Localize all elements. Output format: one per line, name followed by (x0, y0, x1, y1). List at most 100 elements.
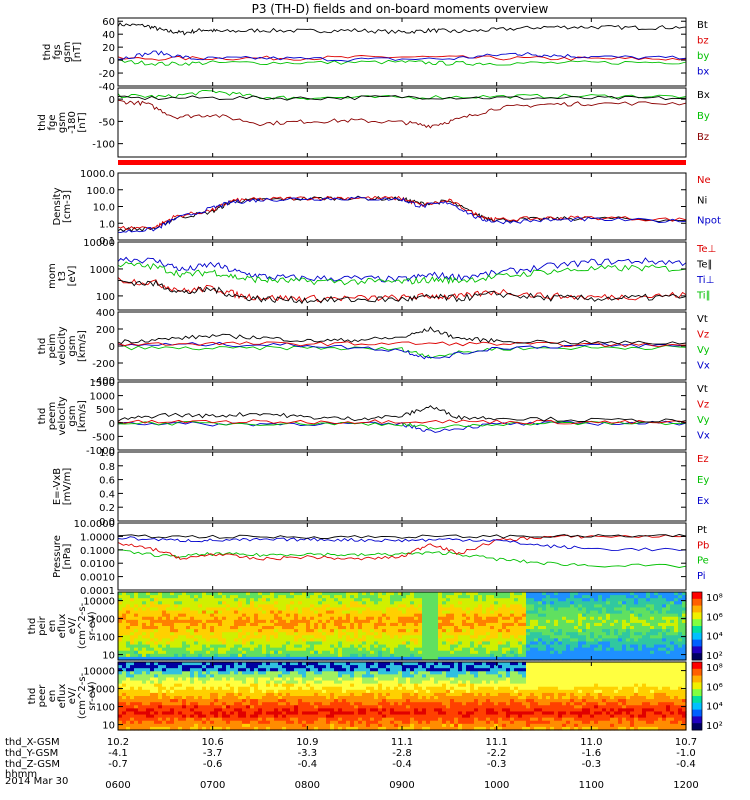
legend-entry: Pi (697, 571, 706, 582)
heatmap-cell (670, 635, 675, 639)
heatmap-cell (362, 680, 367, 685)
heatmap-cell (238, 696, 243, 700)
heatmap-cell (146, 699, 151, 703)
heatmap-cell (218, 689, 223, 694)
heatmap-cell (606, 635, 611, 639)
heatmap-cell (514, 616, 519, 621)
heatmap-cell (250, 632, 255, 636)
heatmap-cell (258, 674, 263, 679)
heatmap-cell (242, 662, 247, 666)
heatmap-cell (246, 622, 251, 627)
heatmap-cell (642, 653, 647, 658)
heatmap-cell (618, 638, 623, 643)
heatmap-cell (266, 632, 271, 636)
heatmap-cell (390, 626, 395, 630)
heatmap-cell (342, 689, 347, 694)
heatmap-cell (654, 650, 659, 655)
heatmap-cell (314, 635, 319, 639)
heatmap-cell (130, 708, 135, 713)
heatmap-cell (222, 677, 227, 682)
legend-entry: Pe (697, 556, 709, 567)
heatmap-cell (162, 717, 167, 722)
heatmap-cell (334, 720, 339, 725)
heatmap-cell (202, 626, 207, 630)
heatmap-cell (370, 702, 375, 706)
y-axis-label: en (47, 620, 58, 633)
y-axis-label: [km/s] (77, 330, 88, 362)
y-axis-label: thd (37, 338, 48, 355)
heatmap-cell (286, 692, 291, 697)
heatmap-cell (606, 653, 611, 658)
panel-pressure: 10.00001.00000.10000.01000.00100.0001Pre… (52, 519, 709, 597)
heatmap-cell (150, 720, 155, 725)
heatmap-cell (226, 629, 231, 633)
heatmap-cell (682, 619, 687, 624)
heatmap-cell (250, 656, 255, 661)
heatmap-cell (318, 683, 323, 688)
heatmap-cell (218, 622, 223, 627)
heatmap-cell (206, 650, 211, 655)
heatmap-cell (626, 622, 631, 627)
heatmap-cell (202, 680, 207, 685)
heatmap-cell (362, 644, 367, 649)
y-axis-label: [nT] (72, 42, 83, 62)
heatmap-cell (422, 598, 427, 602)
heatmap-cell (338, 616, 343, 621)
heatmap-cell (266, 702, 271, 706)
heatmap-cell (194, 668, 199, 672)
heatmap-cell (322, 711, 327, 716)
heatmap-cell (122, 656, 127, 661)
heatmap-cell (234, 683, 239, 688)
heatmap-cell (326, 629, 331, 633)
y-tick-label: 500 (96, 405, 115, 416)
heatmap-cell (310, 705, 315, 709)
heatmap-cell (614, 641, 619, 646)
heatmap-cell (294, 653, 299, 658)
heatmap-cell (170, 632, 175, 636)
heatmap-cell (326, 708, 331, 713)
heatmap-cell (494, 622, 499, 627)
heatmap-cell (530, 656, 535, 661)
heatmap-cell (334, 638, 339, 643)
heatmap-cell (382, 644, 387, 649)
heatmap-cell (478, 653, 483, 658)
heatmap-cell (122, 696, 127, 700)
heatmap-cell (122, 622, 127, 627)
heatmap-cell (206, 717, 211, 722)
heatmap-cell (134, 702, 139, 706)
heatmap-cell (494, 632, 499, 636)
heatmap-cell (222, 647, 227, 652)
legend-entry: Bt (697, 20, 708, 31)
heatmap-cell (674, 604, 679, 609)
heatmap-cell (242, 622, 247, 627)
heatmap-cell (462, 650, 467, 655)
heatmap-cell (234, 616, 239, 621)
heatmap-cell (390, 653, 395, 658)
heatmap-cell (126, 711, 131, 716)
heatmap-cell (258, 717, 263, 722)
heatmap-cell (662, 607, 667, 612)
heatmap-cell (258, 662, 263, 666)
heatmap-cell (150, 592, 155, 596)
heatmap-cell (126, 720, 131, 725)
heatmap-cell (326, 598, 331, 602)
heatmap-cell (626, 635, 631, 639)
heatmap-cell (654, 632, 659, 636)
heatmap-cell (386, 705, 391, 709)
heatmap-cell (314, 717, 319, 722)
heatmap-cell (614, 613, 619, 618)
heatmap-cell (274, 644, 279, 649)
heatmap-cell (242, 647, 247, 652)
heatmap-cell (278, 699, 283, 703)
heatmap-cell (510, 647, 515, 652)
heatmap-cell (442, 613, 447, 618)
heatmap-cell (150, 622, 155, 627)
heatmap-cell (314, 711, 319, 716)
heatmap-cell (570, 635, 575, 639)
heatmap-cell (482, 616, 487, 621)
heatmap-cell (170, 613, 175, 618)
heatmap-cell (546, 592, 551, 596)
heatmap-cell (374, 647, 379, 652)
heatmap-cell (662, 610, 667, 615)
heatmap-cell (354, 656, 359, 661)
